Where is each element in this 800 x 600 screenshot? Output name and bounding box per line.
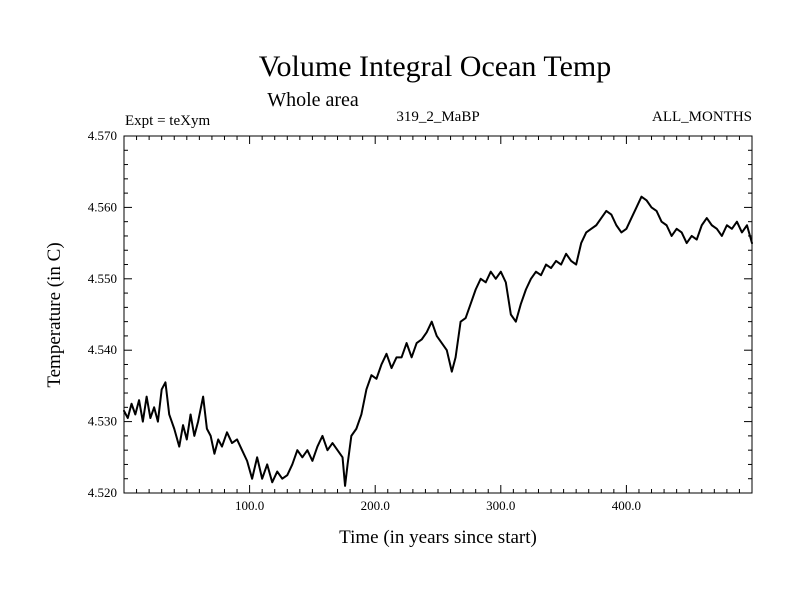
- temperature-series-line: [123, 195, 753, 487]
- chart-title: Volume Integral Ocean Temp: [259, 50, 612, 83]
- plot-frame: [123, 135, 753, 494]
- y-tick-label: 4.560: [88, 199, 117, 214]
- y-tick-label: 4.540: [88, 342, 117, 357]
- y-tick-label: 4.530: [88, 414, 117, 429]
- run-label: 319_2_MaBP: [396, 109, 479, 125]
- axis-ticks: 100.0 200.0 300.0 400.0 4.520 4.530 4.540 4.550…: [88, 128, 752, 513]
- x-tick-label: 200.0: [361, 498, 390, 513]
- x-tick-label: 100.0: [235, 498, 264, 513]
- x-tick-label: 400.0: [612, 498, 641, 513]
- y-axis-title: Temperature (in C): [44, 242, 65, 387]
- experiment-label: Expt = teXym: [125, 113, 210, 129]
- y-tick-label: 4.520: [88, 485, 117, 500]
- months-label: ALL_MONTHS: [652, 109, 752, 125]
- y-tick-label: 4.570: [88, 128, 117, 143]
- chart-subtitle: Whole area: [267, 89, 359, 111]
- plot-area: [123, 195, 753, 487]
- x-tick-label: 300.0: [486, 498, 515, 513]
- y-tick-label: 4.550: [88, 271, 117, 286]
- x-axis-title: Time (in years since start): [339, 527, 537, 548]
